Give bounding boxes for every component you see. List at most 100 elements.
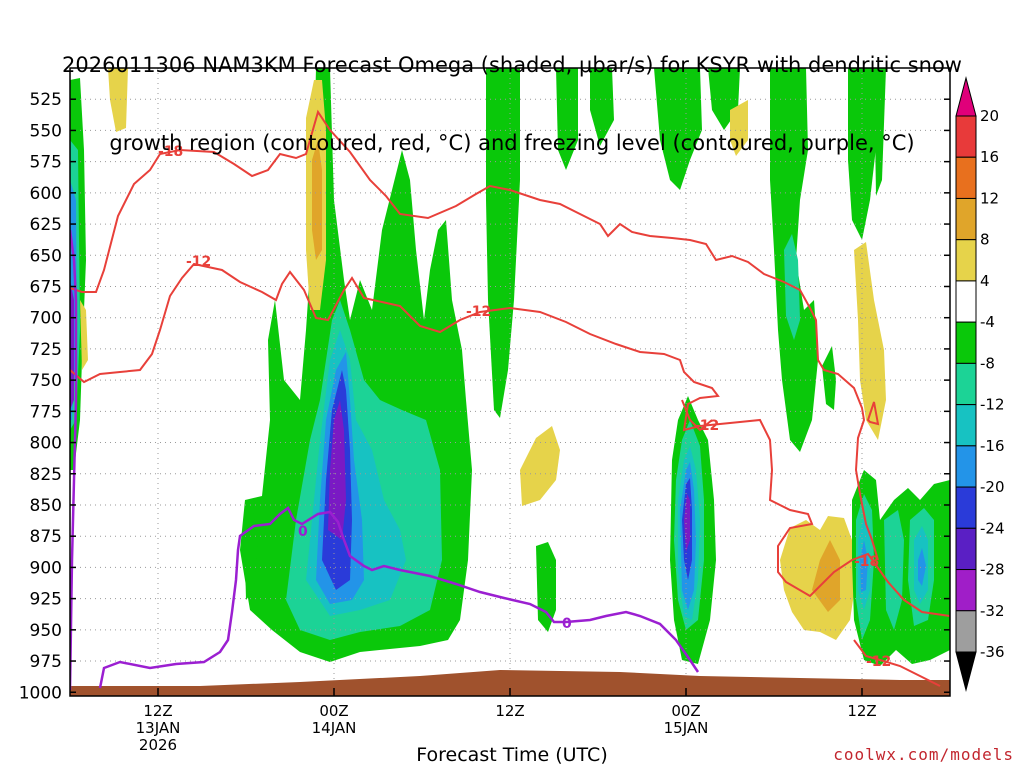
- x-tick-sublabel: 14JAN: [312, 719, 357, 737]
- red-contour-line-3: [681, 399, 713, 432]
- omega-green-area: [556, 68, 578, 170]
- colorbar: 20 16 12 8 4 -4 -8 -12 -16 -20 -24 -28 -32 -36: [955, 76, 1005, 692]
- red-contour-label: -12: [466, 304, 491, 320]
- omega-green-area: [874, 68, 886, 196]
- y-tick-label: 975: [30, 652, 62, 672]
- y-tick-label: 625: [30, 215, 62, 235]
- colorbar-label: -24: [980, 519, 1005, 537]
- red-contour-label: -18: [854, 554, 879, 570]
- red-contour-line-2: [70, 262, 950, 617]
- colorbar-label: 20: [980, 107, 999, 125]
- red-contour-label: -12: [866, 654, 891, 670]
- dendritic-contours: [70, 109, 950, 687]
- x-tick-sublabel: 13JAN: [136, 719, 181, 737]
- y-axis: 525 550 575 600 625 650 675 700 725 750 775 800 825 8…: [19, 90, 950, 703]
- contour-labels: -18 -12 -12 -12 -18 -12 0 0: [158, 144, 891, 670]
- omega-shading: [70, 68, 950, 666]
- omega-teal-area: [884, 510, 904, 630]
- omega-yellow-area: [854, 242, 886, 440]
- y-tick-label: 850: [30, 496, 62, 516]
- red-contour-line-1: [70, 109, 879, 561]
- x-tick-label: 00Z: [319, 702, 348, 720]
- grid-lines: [70, 68, 950, 696]
- y-tick-label: 575: [30, 153, 62, 173]
- omega-green-area: [848, 68, 880, 240]
- y-tick-label: 900: [30, 558, 62, 578]
- x-axis-label: Forecast Time (UTC): [416, 744, 608, 766]
- colorbar-swatch: [955, 569, 977, 612]
- y-tick-label: 750: [30, 371, 62, 391]
- y-tick-label: 550: [30, 121, 62, 141]
- omega-yellow-area: [520, 426, 560, 506]
- colorbar-label: -12: [980, 396, 1005, 414]
- omega-gold-area: [312, 140, 322, 260]
- omega-green-area: [822, 346, 836, 410]
- omega-green-area: [654, 68, 702, 190]
- colorbar-label: -20: [980, 478, 1005, 496]
- y-tick-label: 775: [30, 402, 62, 422]
- y-tick-label: 825: [30, 465, 62, 485]
- colorbar-bottom-arrow: [955, 651, 977, 692]
- y-tick-label: 700: [30, 309, 62, 329]
- x-tick-label: 12Z: [143, 702, 172, 720]
- y-tick-label: 875: [30, 527, 62, 547]
- omega-purple-area: [328, 400, 346, 540]
- red-contour-line-5: [866, 401, 880, 426]
- omega-gold-area: [812, 540, 840, 612]
- red-contour-label: -12: [694, 418, 719, 434]
- title-line-2: growth region (contoured, red, °C) and f…: [109, 131, 915, 155]
- x-tick-label: 12Z: [495, 702, 524, 720]
- omega-green-area: [486, 68, 520, 418]
- colorbar-swatch: [955, 321, 977, 364]
- omega-green-area: [536, 542, 556, 632]
- red-contour-label: -18: [158, 144, 183, 160]
- colorbar-swatch: [955, 610, 977, 653]
- colorbar-swatch: [955, 239, 977, 282]
- x-tick-label: 00Z: [671, 702, 700, 720]
- omega-green-area: [590, 68, 614, 146]
- omega-purple-area: [70, 280, 74, 410]
- colorbar-label: -32: [980, 602, 1005, 620]
- colorbar-swatch: [955, 197, 977, 241]
- x-tick-sublabel: 2026: [139, 736, 177, 754]
- y-tick-label: 525: [30, 90, 62, 110]
- y-tick-label: 1000: [19, 683, 62, 703]
- colorbar-swatch: [955, 445, 977, 488]
- red-contour-label: -12: [186, 254, 211, 270]
- colorbar-swatch: [955, 527, 977, 571]
- colorbar-swatch: [955, 486, 977, 529]
- y-tick-label: 600: [30, 184, 62, 204]
- colorbar-label: -28: [980, 561, 1005, 579]
- colorbar-swatch: [955, 280, 977, 323]
- colorbar-label: -4: [980, 313, 995, 331]
- colorbar-label: -16: [980, 437, 1005, 455]
- colorbar-label: 12: [980, 189, 999, 207]
- colorbar-swatch: [955, 362, 977, 406]
- omega-yellow-area: [730, 100, 748, 156]
- terrain-fill: [70, 670, 950, 696]
- x-tick-label: 12Z: [847, 702, 876, 720]
- freezing-contours: [70, 229, 700, 691]
- colorbar-label: -36: [980, 643, 1005, 661]
- omega-green-area: [244, 505, 258, 600]
- purple-contour-line-1: [70, 229, 78, 691]
- y-tick-label: 675: [30, 277, 62, 297]
- y-tick-label: 800: [30, 434, 62, 454]
- x-tick-sublabel: 15JAN: [664, 719, 709, 737]
- y-tick-label: 650: [30, 246, 62, 266]
- colorbar-label: 16: [980, 148, 999, 166]
- purple-contour-label: 0: [562, 616, 572, 632]
- chart-title: 2026011306 NAM3KM Forecast Omega (shaded…: [0, 0, 1024, 182]
- y-tick-label: 925: [30, 590, 62, 610]
- purple-contour-label: 0: [298, 524, 308, 540]
- colorbar-swatch: [955, 404, 977, 447]
- colorbar-label: 8: [980, 231, 990, 249]
- y-tick-label: 725: [30, 340, 62, 360]
- y-tick-label: 950: [30, 621, 62, 641]
- red-contour-line-4: [853, 639, 941, 687]
- colorbar-label: -8: [980, 354, 995, 372]
- purple-contour-line-2: [98, 506, 700, 689]
- omega-yellow-area: [108, 68, 128, 132]
